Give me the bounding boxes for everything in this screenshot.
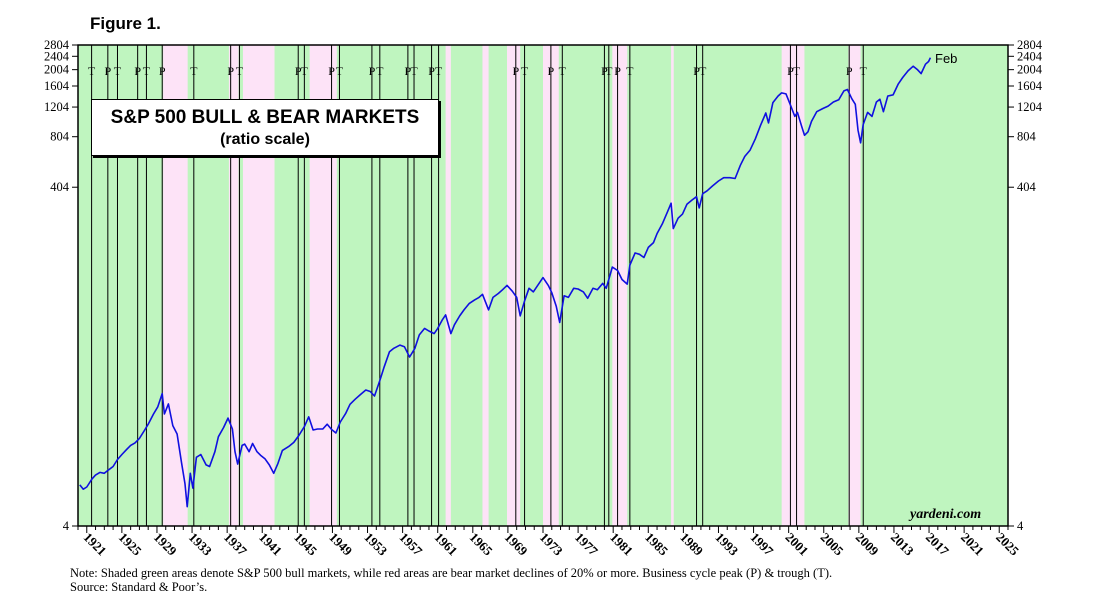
x-tick-label: 2001 [783, 530, 812, 559]
bear-market-band-10 [781, 45, 805, 526]
cycle-label-peak-25: P [614, 64, 621, 78]
x-tick-label: 1949 [326, 530, 355, 559]
chart-title-box: S&P 500 BULL & BEAR MARKETS (ratio scale… [91, 99, 439, 156]
x-axis: 1921 1925 1929 1933 1937 1941 1945 1949 1953 1957… [77, 526, 1022, 559]
y-tick-label-right: 1204 [1017, 100, 1043, 114]
y-tick-label-right: 2004 [1017, 63, 1043, 77]
bear-market-band-11 [848, 45, 861, 526]
x-tick-label: 1953 [361, 530, 390, 559]
x-tick-label: 2025 [993, 530, 1022, 559]
y-tick-label-left: 2404 [44, 49, 70, 63]
x-tick-label: 2013 [888, 530, 917, 559]
y-tick-label-right: 804 [1017, 130, 1037, 144]
cycle-label-trough-22: T [559, 64, 567, 78]
chart-note: Note: Shaded green areas denote S&P 500 … [70, 566, 832, 594]
x-tick-label: 1985 [642, 530, 671, 559]
y-tick-label-left: 2804 [44, 38, 70, 52]
bear-market-band-8 [612, 45, 628, 526]
bear-market-band-1 [228, 45, 239, 526]
y-tick-label-right: 1604 [1017, 79, 1043, 93]
x-tick-label: 1937 [221, 530, 250, 559]
bear-market-band-9 [671, 45, 674, 526]
x-tick-label: 2009 [853, 530, 882, 559]
cycle-label-trough-26: T [626, 64, 634, 78]
cycle-label-trough-8: T [236, 64, 244, 78]
chart-title: S&P 500 BULL & BEAR MARKETS [110, 107, 420, 128]
cycle-label-peak-29: P [787, 64, 794, 78]
cycle-label-peak-3: P [134, 64, 141, 78]
x-tick-label: 1989 [677, 530, 706, 559]
y-tick-label-left: 4 [63, 519, 70, 533]
cycle-label-trough-24: T [605, 64, 613, 78]
x-tick-label: 1929 [151, 530, 180, 559]
x-tick-label: 1997 [747, 530, 776, 559]
cycle-label-peak-15: P [405, 64, 412, 78]
cycle-label-trough-30: T [793, 64, 801, 78]
cycle-label-trough-28: T [699, 64, 707, 78]
source-line: Source: Standard & Poor’s. [70, 580, 208, 594]
x-tick-label: 1941 [256, 530, 285, 559]
x-tick-label: 1933 [186, 530, 215, 559]
cycle-label-trough-32: T [860, 64, 868, 78]
x-tick-label: 1981 [607, 530, 636, 559]
cycle-label-peak-21: P [548, 64, 555, 78]
bear-market-band-5 [482, 45, 489, 526]
y-tick-label-left: 2004 [44, 63, 70, 77]
y-tick-label-right: 4 [1017, 519, 1024, 533]
cycle-label-peak-19: P [512, 64, 519, 78]
y-tick-label-left: 404 [50, 180, 70, 194]
figure-label: Figure 1. [90, 14, 161, 33]
cycle-label-peak-11: P [328, 64, 335, 78]
x-tick-label: 2021 [958, 530, 987, 559]
x-tick-label: 1957 [397, 530, 426, 559]
cycle-label-trough-16: T [410, 64, 418, 78]
cycle-label-peak-17: P [428, 64, 435, 78]
cycle-label-trough-20: T [521, 64, 529, 78]
y-tick-label-left: 804 [50, 130, 70, 144]
x-tick-label: 1965 [467, 530, 496, 559]
cycle-label-peak-5: P [159, 64, 166, 78]
x-tick-label: 2005 [818, 530, 847, 559]
x-tick-label: 1969 [502, 530, 531, 559]
watermark: yardeni.com [910, 507, 982, 522]
x-tick-label: 1993 [712, 530, 741, 559]
cycle-label-peak-9: P [295, 64, 302, 78]
cycle-label-trough-14: T [376, 64, 384, 78]
x-tick-label: 1977 [572, 530, 601, 559]
bear-market-band-4 [445, 45, 451, 526]
business-cycle-labels: T P T P T P T P T P T P T P T P T P T P T P T PT P T P T P T P T [88, 64, 868, 78]
x-tick-label: 2017 [923, 530, 952, 559]
cycle-label-peak-23: P [601, 64, 608, 78]
series-group [79, 57, 932, 508]
x-tick-label: 1973 [537, 530, 566, 559]
cycle-label-trough-6: T [190, 64, 198, 78]
bear-market-band-6 [507, 45, 521, 526]
chart-subtitle: (ratio scale) [220, 131, 310, 148]
cycle-label-peak-13: P [369, 64, 376, 78]
cycle-label-trough-4: T [143, 64, 151, 78]
x-tick-label: 1925 [116, 530, 145, 559]
y-tick-label-right: 2404 [1017, 49, 1043, 63]
cycle-label-peak-31: P [846, 64, 853, 78]
note-line-1: Note: Shaded green areas denote S&P 500 … [70, 566, 833, 580]
end-annotation: Feb [935, 51, 958, 66]
cycle-label-peak-7: P [227, 64, 234, 78]
cycle-label-peak-27: P [693, 64, 700, 78]
y-tick-label-right: 2804 [1017, 38, 1043, 52]
x-tick-label: 1961 [432, 530, 461, 559]
sp500-line [79, 57, 932, 508]
cycle-label-trough-18: T [435, 64, 443, 78]
y-tick-label-right: 404 [1017, 180, 1037, 194]
y-tick-label-left: 1604 [44, 79, 70, 93]
y-tick-label-left: 1204 [44, 100, 70, 114]
cycle-label-trough-0: T [88, 64, 96, 78]
cycle-label-trough-10: T [301, 64, 309, 78]
x-tick-label: 1921 [81, 530, 110, 559]
cycle-label-trough-2: T [114, 64, 122, 78]
cycle-label-trough-12: T [336, 64, 344, 78]
cycle-label-peak-1: P [104, 64, 111, 78]
x-tick-label: 1945 [291, 530, 320, 559]
